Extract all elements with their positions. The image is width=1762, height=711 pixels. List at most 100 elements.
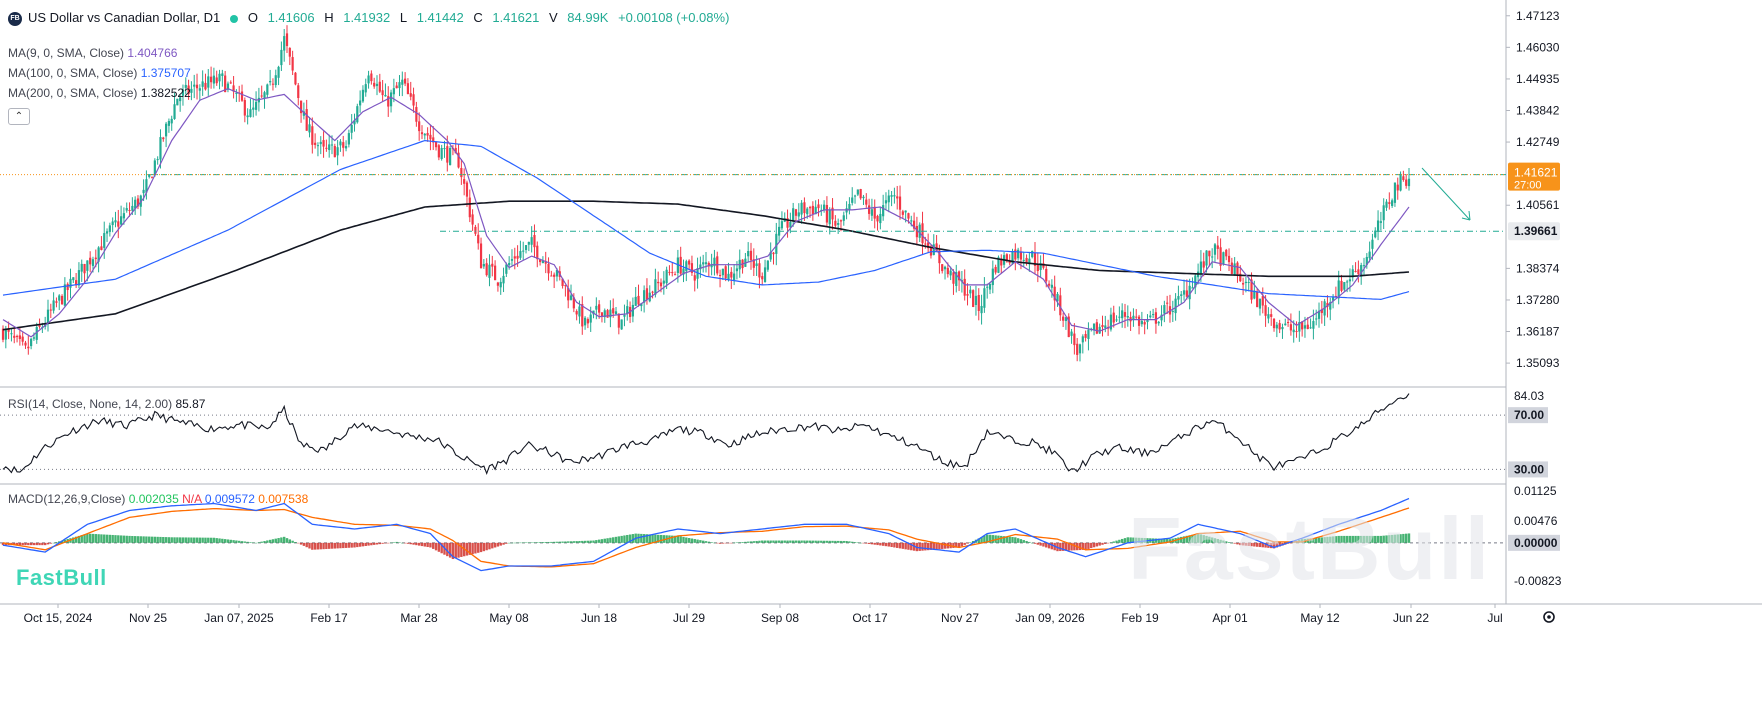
macd-histogram-bar <box>311 542 314 550</box>
candle-body <box>564 285 567 287</box>
macd-histogram-bar <box>471 542 474 555</box>
macd-histogram-bar <box>1309 538 1312 543</box>
time-tick-label: May 12 <box>1300 611 1340 625</box>
candle-body <box>519 251 522 258</box>
candle-body <box>1396 184 1399 191</box>
candle-body <box>1267 314 1270 319</box>
ma100-legend[interactable]: MA(100, 0, SMA, Close) 1.375707 <box>8 66 191 80</box>
candle-body <box>988 283 992 290</box>
macd-histogram-bar <box>1168 539 1172 543</box>
macd-histogram-bar <box>468 542 471 555</box>
collapse-legend-button[interactable]: ⌃ <box>8 108 30 125</box>
candle-body <box>803 202 806 214</box>
candle-body <box>567 287 570 301</box>
candle-body <box>1337 280 1340 299</box>
macd-histogram-bar <box>966 542 969 544</box>
candle-body <box>980 305 983 314</box>
candle-body <box>176 98 179 106</box>
candle-body <box>339 141 342 146</box>
candle-body <box>266 84 269 95</box>
candle-body <box>730 271 733 278</box>
macd-histogram-bar <box>704 541 708 543</box>
candle-body <box>910 220 913 222</box>
bar-countdown-label: 27:00 <box>1514 180 1542 192</box>
candle-body <box>291 57 294 71</box>
macd-histogram-bar <box>1008 536 1011 543</box>
macd-histogram-bar <box>1109 542 1113 543</box>
macd-histogram-bar <box>851 541 854 543</box>
macd-histogram-bar <box>139 536 142 543</box>
candle-body <box>1368 251 1371 259</box>
macd-histogram-bar <box>550 541 553 543</box>
candle-body <box>122 213 126 219</box>
candle-body <box>1315 318 1318 320</box>
candle-body <box>1188 285 1191 300</box>
macd-histogram-bar <box>1070 542 1073 551</box>
candle-body <box>232 85 235 92</box>
candle-body <box>134 199 137 209</box>
macd-histogram-bar <box>361 542 365 547</box>
candle-body <box>198 88 201 91</box>
macd-histogram-bar <box>254 542 258 544</box>
candle-body <box>569 295 573 300</box>
candle-body <box>347 133 350 145</box>
macd-histogram-bar <box>586 540 590 543</box>
candle-body <box>170 118 173 124</box>
macd-legend[interactable]: MACD(12,26,9,Close) 0.002035 N/A 0.00957… <box>8 492 309 506</box>
macd-histogram-bar <box>901 542 905 549</box>
macd-histogram-bar <box>493 542 497 548</box>
ma9-legend[interactable]: MA(9, 0, SMA, Close) 1.404766 <box>8 46 178 60</box>
macd-histogram-bar <box>415 542 418 546</box>
macd-histogram-bar <box>395 541 398 543</box>
candle-body <box>1222 252 1225 264</box>
candle-body <box>772 252 775 255</box>
candle-body <box>463 179 466 184</box>
symbol-title[interactable]: US Dollar vs Canadian Dollar, D1 <box>28 10 221 25</box>
macd-histogram-bar <box>496 542 500 547</box>
macd-histogram-bar <box>890 542 893 548</box>
macd-histogram-bar <box>881 542 885 546</box>
macd-tick-label: 0.00000 <box>1514 536 1558 550</box>
candle-body <box>713 257 716 267</box>
candle-body <box>367 75 370 84</box>
macd-histogram-bar <box>55 542 58 543</box>
candle-body <box>1112 312 1115 323</box>
macd-histogram-bar <box>628 534 632 543</box>
candle-body <box>328 144 331 151</box>
macd-histogram-bar <box>746 541 750 543</box>
price-tick-label: 1.44935 <box>1516 72 1560 86</box>
macd-histogram-bar <box>491 542 494 549</box>
candle-body <box>800 202 803 215</box>
macd-histogram-bar <box>80 535 83 543</box>
rsi-legend[interactable]: RSI(14, Close, None, 14, 2.00) 85.87 <box>8 397 206 411</box>
candle-body <box>114 220 117 223</box>
candle-body <box>1140 320 1143 325</box>
candle-body <box>240 91 244 101</box>
macd-histogram-bar <box>831 540 834 543</box>
candle-body <box>1278 323 1281 330</box>
macd-histogram-bar <box>755 540 758 543</box>
candle-body <box>434 141 438 148</box>
macd-histogram-bar <box>1123 538 1127 543</box>
candle-body <box>603 310 606 318</box>
candle-body <box>460 168 463 178</box>
macd-histogram-bar <box>1365 535 1369 543</box>
candle-body <box>1340 280 1343 291</box>
macd-histogram-bar <box>187 537 190 543</box>
candle-body <box>758 263 761 278</box>
candle-body <box>792 208 795 222</box>
settings-gear-center <box>1547 615 1551 619</box>
candle-body <box>898 196 902 210</box>
macd-histogram-bar <box>145 536 148 543</box>
candle-body <box>479 243 483 269</box>
candle-body <box>586 319 589 324</box>
candle-body <box>280 49 283 66</box>
candle-body <box>1376 220 1380 232</box>
ma200-legend[interactable]: MA(200, 0, SMA, Close) 1.382522 <box>8 86 191 100</box>
candle-body <box>201 81 204 87</box>
macd-histogram-bar <box>246 541 249 543</box>
candle-body <box>246 115 249 118</box>
macd-histogram-bar <box>451 542 455 560</box>
macd-histogram-bar <box>1084 542 1087 550</box>
